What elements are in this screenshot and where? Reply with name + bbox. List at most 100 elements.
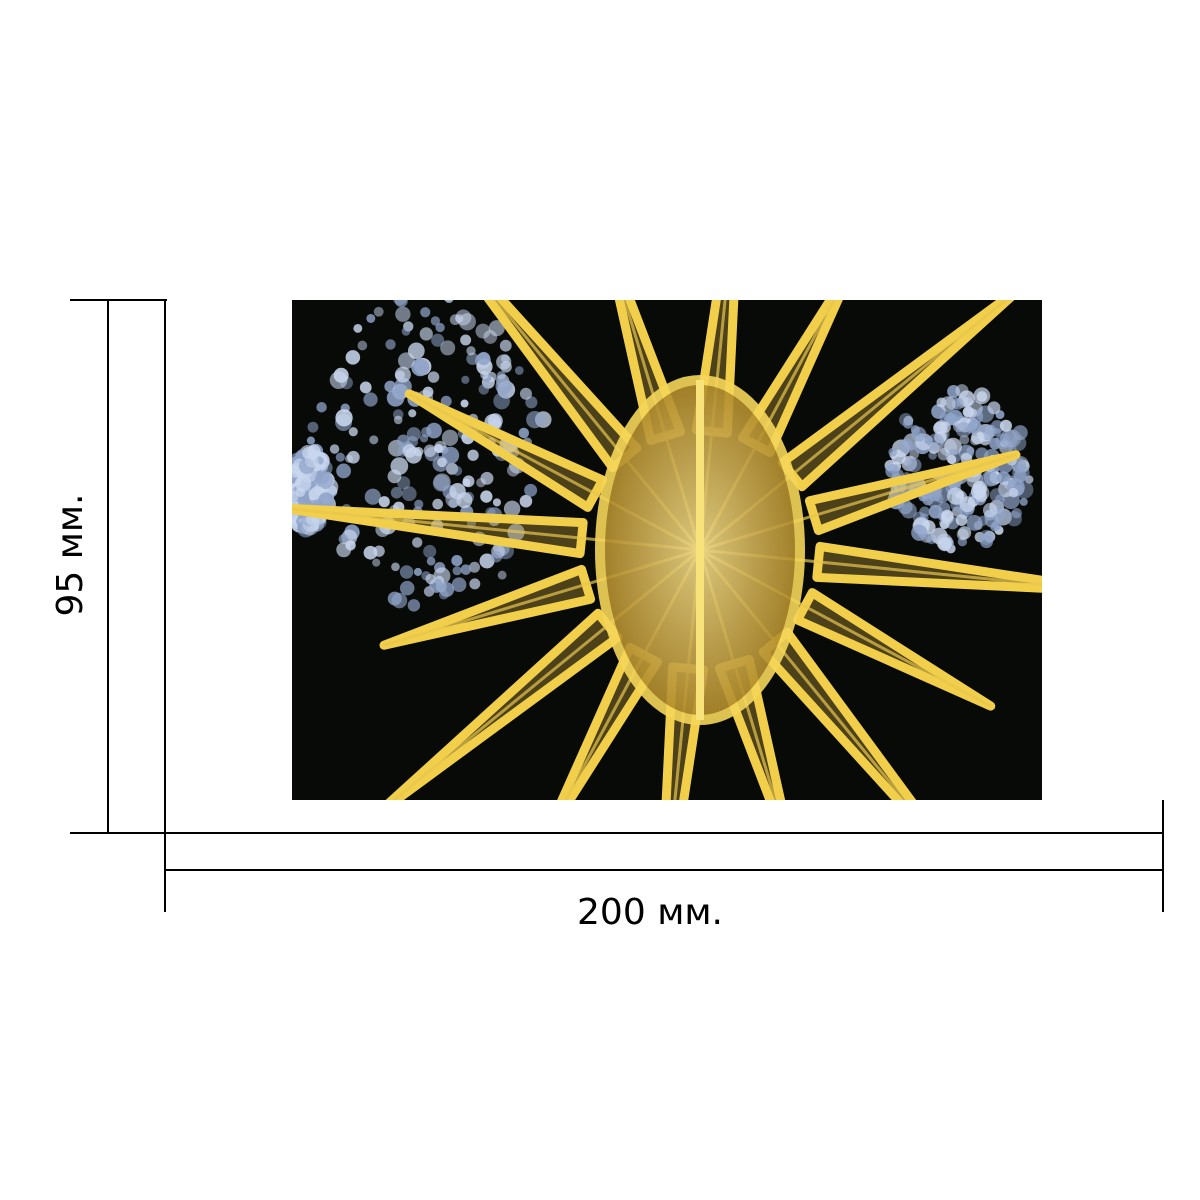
bokeh-dot	[979, 535, 994, 549]
bokeh-dot	[940, 396, 956, 412]
bokeh-dot	[333, 367, 349, 383]
bokeh-dot	[399, 565, 414, 579]
height-label: 95 мм.	[50, 493, 91, 616]
bokeh-dot	[295, 487, 306, 498]
bokeh-dot	[393, 415, 403, 425]
bokeh-dot	[939, 520, 950, 530]
bokeh-dot	[981, 470, 998, 487]
bokeh-dot	[941, 509, 954, 523]
bokeh-dot	[469, 561, 480, 573]
bokeh-dot	[939, 421, 951, 433]
bokeh-dot	[412, 537, 423, 548]
bokeh-dot	[945, 413, 958, 426]
bokeh-dot	[989, 488, 1004, 503]
bokeh-dot	[999, 429, 1018, 448]
bokeh-dot	[955, 514, 968, 526]
bokeh-dot	[385, 339, 396, 350]
bokeh-dot	[452, 465, 463, 476]
bokeh-dot	[394, 366, 411, 383]
bokeh-dot	[518, 427, 530, 439]
bokeh-dot	[462, 478, 471, 487]
bokeh-dot	[992, 427, 1001, 437]
bokeh-dot	[907, 457, 922, 473]
bokeh-dot	[885, 464, 900, 479]
bokeh-dot	[989, 437, 1002, 450]
bokeh-dot	[440, 340, 456, 356]
bokeh-dot	[294, 475, 312, 492]
bokeh-dot	[924, 533, 934, 543]
bokeh-dot	[304, 453, 319, 468]
bokeh-dot	[966, 446, 975, 455]
bokeh-dot	[419, 434, 429, 443]
bokeh-dot	[419, 327, 433, 341]
bokeh-dot	[353, 323, 363, 333]
bokeh-dot	[487, 413, 503, 429]
bokeh-dot	[461, 375, 470, 384]
bokeh-dot	[348, 427, 358, 437]
bokeh-dot	[973, 387, 991, 405]
bokeh-dot	[420, 307, 431, 318]
bokeh-dot	[345, 350, 361, 365]
product-photo	[292, 300, 1042, 800]
bokeh-dot	[467, 449, 479, 461]
bokeh-dot	[1008, 487, 1019, 498]
bokeh-dot	[1015, 480, 1034, 499]
bokeh-dot	[514, 366, 524, 375]
bokeh-dot	[967, 419, 982, 434]
bokeh-dot	[390, 486, 403, 499]
bokeh-dot	[970, 484, 987, 500]
bokeh-dot	[307, 421, 319, 433]
bokeh-dot	[451, 577, 467, 593]
bokeh-dot	[391, 592, 408, 609]
bokeh-dot	[347, 450, 360, 464]
bokeh-dot	[1019, 497, 1028, 506]
bokeh-dot	[476, 477, 486, 488]
bokeh-dot	[431, 333, 445, 347]
bokeh-dot	[364, 488, 381, 505]
bokeh-dot	[452, 566, 462, 576]
bokeh-dot	[900, 502, 917, 519]
bokeh-dot	[495, 378, 512, 395]
bokeh-dot	[363, 392, 378, 407]
bokeh-dot	[460, 334, 472, 346]
bokeh-dot	[399, 580, 415, 596]
bokeh-dot	[387, 469, 402, 484]
bokeh-dot	[336, 463, 351, 479]
bokeh-dot	[987, 401, 1001, 415]
bokeh-dot	[373, 545, 385, 557]
bokeh-dot	[441, 429, 459, 446]
bokeh-dot	[423, 544, 437, 558]
bokeh-dot	[394, 300, 408, 308]
bokeh-dot	[406, 427, 421, 442]
bokeh-dot	[959, 496, 976, 513]
bokeh-dot	[425, 573, 436, 585]
bokeh-dot	[937, 448, 950, 461]
bokeh-dot	[902, 418, 914, 429]
bokeh-dot	[437, 457, 447, 468]
bokeh-dot	[911, 524, 928, 541]
width-label: 200 мм.	[577, 892, 723, 933]
bokeh-dot	[456, 492, 473, 509]
bokeh-dot	[947, 454, 957, 465]
bokeh-dot	[411, 358, 430, 377]
bokeh-dot	[480, 370, 489, 380]
bokeh-dot	[480, 490, 493, 503]
bokeh-dot	[524, 483, 538, 497]
bokeh-dot	[1011, 507, 1022, 519]
bokeh-dot	[395, 306, 411, 322]
bokeh-dot	[991, 520, 1002, 531]
bokeh-dot	[493, 392, 510, 410]
bokeh-dot	[957, 526, 972, 540]
bokeh-dot	[372, 558, 381, 567]
bokeh-dot	[497, 570, 507, 580]
bokeh-dot	[432, 498, 444, 510]
bokeh-dot	[443, 300, 453, 302]
bokeh-dot	[397, 434, 410, 448]
bokeh-dot	[373, 306, 384, 317]
bokeh-dot	[469, 578, 481, 590]
bokeh-dot	[441, 446, 460, 465]
bokeh-dot	[455, 314, 464, 323]
bokeh-dot	[357, 340, 368, 351]
bokeh-dot	[408, 409, 417, 418]
